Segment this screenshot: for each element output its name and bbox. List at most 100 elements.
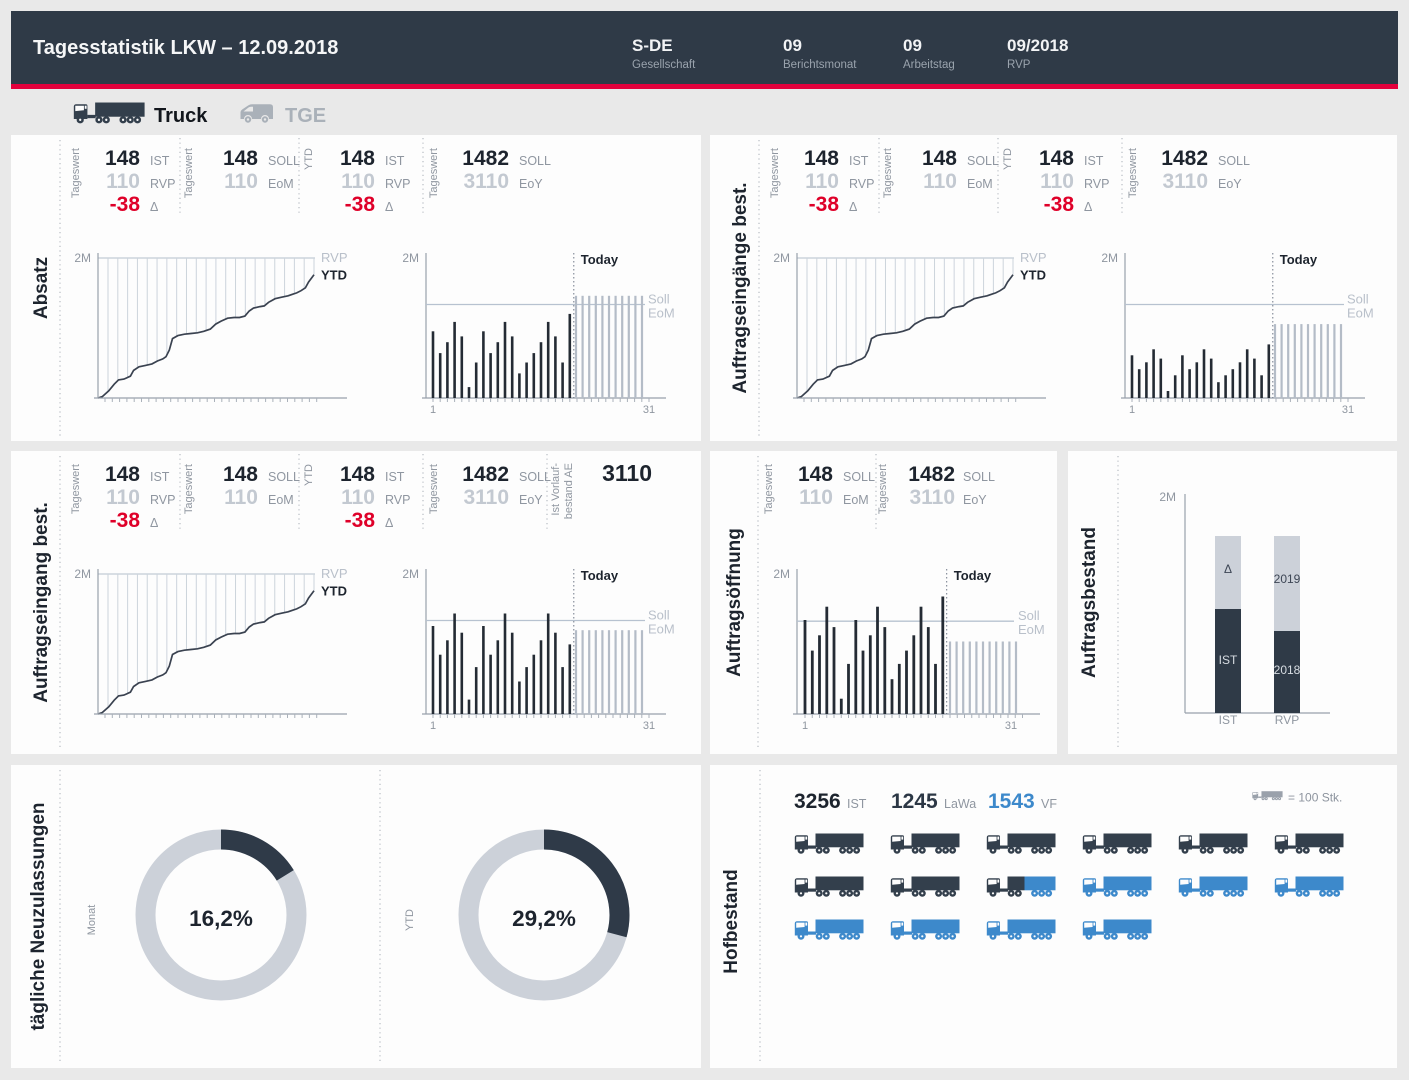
svg-text:IST: IST [847, 797, 867, 811]
svg-text:EoM: EoM [1347, 305, 1374, 320]
svg-text:1482: 1482 [908, 463, 955, 486]
svg-text:RVP: RVP [150, 493, 175, 507]
svg-text:Δ: Δ [150, 516, 158, 530]
svg-text:31: 31 [643, 404, 655, 416]
svg-text:3256: 3256 [794, 790, 841, 813]
svg-text:Tageswert: Tageswert [769, 148, 781, 198]
svg-text:IST: IST [1084, 154, 1104, 168]
svg-text:SOLL: SOLL [843, 470, 875, 484]
svg-text:3110: 3110 [463, 170, 509, 193]
svg-text:IST: IST [1219, 713, 1238, 727]
svg-text:148: 148 [105, 463, 140, 486]
svg-text:YTD: YTD [1020, 267, 1046, 282]
svg-text:Δ: Δ [849, 200, 857, 214]
svg-text:148: 148 [804, 147, 839, 170]
svg-text:110: 110 [923, 170, 957, 193]
svg-text:Gesellschaft: Gesellschaft [632, 59, 696, 71]
svg-text:RVP: RVP [849, 177, 874, 191]
svg-text:EoM: EoM [268, 493, 294, 507]
svg-text:EoM: EoM [1018, 622, 1045, 637]
svg-text:Truck: Truck [154, 105, 208, 127]
svg-text:YTD: YTD [303, 148, 315, 170]
svg-text:YTD: YTD [303, 464, 315, 486]
svg-text:TGE: TGE [285, 105, 326, 127]
svg-text:IST: IST [385, 470, 405, 484]
svg-text:EoM: EoM [648, 621, 675, 636]
svg-text:Auftragseingänge best.: Auftragseingänge best. [730, 182, 751, 393]
svg-text:YTD: YTD [321, 583, 347, 598]
svg-text:110: 110 [805, 170, 839, 193]
svg-text:Today: Today [581, 252, 619, 267]
svg-text:-38: -38 [1044, 193, 1075, 216]
svg-text:Absatz: Absatz [31, 257, 52, 319]
svg-text:2M: 2M [402, 251, 419, 265]
svg-text:2M: 2M [773, 251, 790, 265]
svg-text:2M: 2M [1159, 490, 1176, 504]
svg-text:110: 110 [106, 486, 140, 509]
svg-text:Δ: Δ [150, 200, 158, 214]
svg-text:tägliche Neuzulassungen: tägliche Neuzulassungen [28, 802, 49, 1030]
svg-text:SOLL: SOLL [519, 154, 551, 168]
svg-text:3110: 3110 [463, 486, 509, 509]
svg-text:SOLL: SOLL [967, 154, 999, 168]
svg-text:Soll: Soll [1347, 291, 1369, 306]
svg-text:IST: IST [150, 154, 170, 168]
svg-text:EoY: EoY [519, 493, 543, 507]
svg-text:09: 09 [783, 36, 802, 55]
svg-text:Tagesstatistik LKW – 12.09.201: Tagesstatistik LKW – 12.09.2018 [33, 37, 338, 59]
svg-text:Tageswert: Tageswert [70, 148, 82, 198]
svg-text:1482: 1482 [1161, 147, 1208, 170]
svg-text:Tageswert: Tageswert [882, 148, 894, 198]
svg-text:110: 110 [224, 170, 258, 193]
svg-text:-38: -38 [345, 509, 376, 532]
svg-text:1: 1 [430, 404, 436, 416]
svg-text:110: 110 [224, 486, 258, 509]
svg-text:SOLL: SOLL [1218, 154, 1250, 168]
svg-text:148: 148 [223, 463, 258, 486]
svg-text:IST: IST [150, 470, 170, 484]
svg-text:1245: 1245 [891, 790, 938, 813]
svg-text:EoY: EoY [519, 177, 543, 191]
svg-text:Tageswert: Tageswert [428, 148, 440, 198]
svg-text:Δ: Δ [1224, 562, 1232, 576]
svg-text:Δ: Δ [385, 200, 393, 214]
svg-text:RVP: RVP [1007, 59, 1031, 71]
svg-text:-38: -38 [345, 193, 376, 216]
svg-text:Soll: Soll [648, 291, 670, 306]
svg-text:110: 110 [799, 486, 833, 509]
svg-text:110: 110 [1040, 170, 1074, 193]
svg-text:RVP: RVP [385, 493, 410, 507]
svg-text:Monat: Monat [86, 905, 98, 936]
svg-text:Tageswert: Tageswert [183, 148, 195, 198]
svg-text:Δ: Δ [1084, 200, 1092, 214]
svg-text:2M: 2M [74, 251, 91, 265]
svg-text:1482: 1482 [462, 463, 509, 486]
svg-text:RVP: RVP [321, 250, 348, 265]
svg-text:YTD: YTD [404, 909, 416, 931]
svg-text:IST: IST [1219, 653, 1238, 667]
svg-text:YTD: YTD [1002, 148, 1014, 170]
svg-text:IST: IST [385, 154, 405, 168]
svg-text:S-DE: S-DE [632, 36, 673, 55]
svg-text:09: 09 [903, 36, 922, 55]
svg-text:SOLL: SOLL [268, 470, 300, 484]
svg-text:3110: 3110 [602, 460, 652, 486]
svg-text:1482: 1482 [462, 147, 509, 170]
svg-text:Tageswert: Tageswert [70, 464, 82, 514]
svg-text:29,2%: 29,2% [512, 906, 576, 931]
svg-text:Auftragsbestand: Auftragsbestand [1079, 527, 1100, 678]
svg-text:2M: 2M [773, 567, 790, 581]
svg-text:bestand AE: bestand AE [563, 463, 575, 519]
svg-text:3110: 3110 [909, 486, 955, 509]
svg-text:110: 110 [341, 486, 375, 509]
svg-text:-38: -38 [809, 193, 840, 216]
svg-text:31: 31 [643, 720, 655, 732]
svg-text:1543: 1543 [988, 790, 1035, 813]
svg-text:RVP: RVP [150, 177, 175, 191]
svg-text:RVP: RVP [385, 177, 410, 191]
svg-text:LaWa: LaWa [944, 797, 976, 811]
svg-text:2M: 2M [402, 567, 419, 581]
svg-text:SOLL: SOLL [519, 470, 551, 484]
svg-text:2018: 2018 [1274, 663, 1301, 677]
svg-text:31: 31 [1342, 404, 1354, 416]
